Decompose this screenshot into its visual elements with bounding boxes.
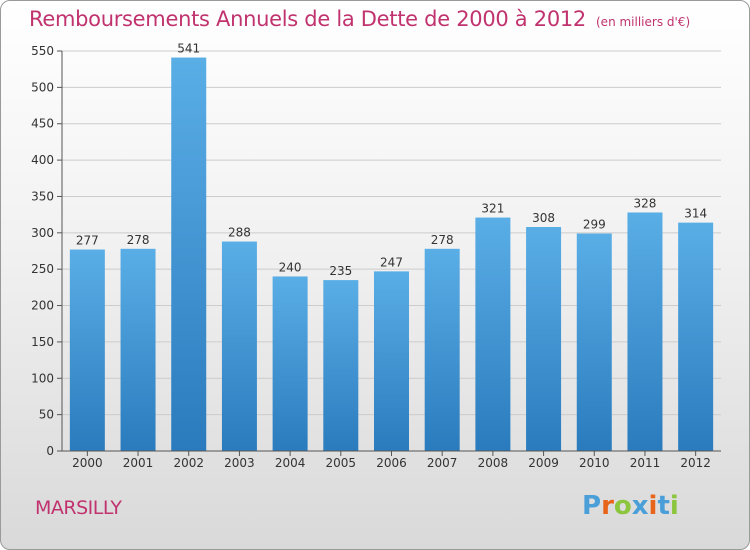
place-name: MARSILLY bbox=[35, 497, 122, 519]
y-tick-label: 550 bbox=[31, 44, 54, 58]
x-tick-label: 2003 bbox=[224, 456, 255, 470]
bar-2011 bbox=[627, 212, 663, 451]
bars bbox=[69, 57, 714, 451]
y-tick-label: 150 bbox=[31, 335, 54, 349]
data-label: 235 bbox=[329, 264, 352, 278]
y-tick-label: 200 bbox=[31, 299, 54, 313]
x-tick-label: 2002 bbox=[173, 456, 204, 470]
brand-letter: i bbox=[648, 491, 658, 521]
data-label: 278 bbox=[127, 233, 150, 247]
bar-2001 bbox=[120, 248, 156, 451]
data-label: 247 bbox=[380, 255, 403, 269]
data-label: 321 bbox=[481, 202, 504, 216]
data-label: 328 bbox=[634, 196, 657, 210]
x-tick-label: 2005 bbox=[326, 456, 357, 470]
bar-2007 bbox=[424, 248, 460, 451]
brand-letter: r bbox=[601, 491, 614, 521]
y-tick-label: 400 bbox=[31, 153, 54, 167]
x-tick-label: 2006 bbox=[376, 456, 407, 470]
bar-2003 bbox=[221, 241, 257, 451]
brand-letter: o bbox=[613, 491, 632, 521]
data-label: 288 bbox=[228, 226, 251, 240]
y-tick-label: 500 bbox=[31, 80, 54, 94]
data-label: 278 bbox=[431, 233, 454, 247]
y-tick-label: 0 bbox=[46, 444, 54, 458]
data-label: 240 bbox=[279, 260, 302, 274]
x-tick-label: 2010 bbox=[579, 456, 610, 470]
chart-title-text: Remboursements Annuels de la Dette de 20… bbox=[29, 7, 586, 31]
bar-2005 bbox=[323, 280, 359, 451]
y-tick-label: 100 bbox=[31, 371, 54, 385]
data-label: 299 bbox=[583, 218, 606, 232]
x-tick-label: 2001 bbox=[123, 456, 154, 470]
bar-2004 bbox=[272, 276, 308, 451]
y-tick-label: 350 bbox=[31, 189, 54, 203]
x-tick-label: 2011 bbox=[630, 456, 661, 470]
x-tick-label: 2012 bbox=[680, 456, 711, 470]
bar-2002 bbox=[171, 57, 207, 451]
x-tick-label: 2009 bbox=[528, 456, 559, 470]
data-label: 308 bbox=[532, 211, 555, 225]
axes: 0 50 100 150 200 250 300 350 400 450 500 550 2000 200… bbox=[31, 44, 721, 470]
y-tick-label: 300 bbox=[31, 226, 54, 240]
bar-2012 bbox=[678, 222, 714, 451]
bar-2009 bbox=[526, 227, 562, 451]
chart-title: Remboursements Annuels de la Dette de 20… bbox=[29, 7, 690, 31]
bar-2000 bbox=[69, 249, 105, 451]
y-tick-label: 250 bbox=[31, 262, 54, 276]
chart-unit-note: (en milliers d'€) bbox=[596, 15, 691, 29]
x-tick-label: 2004 bbox=[275, 456, 306, 470]
y-tick-label: 50 bbox=[39, 408, 54, 422]
data-labels: 277 278 541 288 240 235 247 278 321 308 299 328 314 bbox=[76, 42, 707, 279]
data-label: 314 bbox=[684, 207, 707, 221]
brand-letter: x bbox=[631, 491, 649, 521]
x-tick-label: 2000 bbox=[72, 456, 103, 470]
brand-letter: P bbox=[582, 491, 602, 521]
x-tick-label: 2007 bbox=[427, 456, 458, 470]
brand-letter: t bbox=[657, 491, 670, 521]
y-tick-label: 450 bbox=[31, 117, 54, 131]
data-label: 277 bbox=[76, 234, 99, 248]
bar-2010 bbox=[576, 233, 612, 451]
x-tick-label: 2008 bbox=[478, 456, 509, 470]
bar-2008 bbox=[475, 217, 511, 451]
brand-letter: i bbox=[669, 491, 679, 521]
data-label: 541 bbox=[177, 42, 200, 56]
brand-logo: Proxiti bbox=[582, 491, 679, 521]
bar-2006 bbox=[374, 271, 409, 451]
